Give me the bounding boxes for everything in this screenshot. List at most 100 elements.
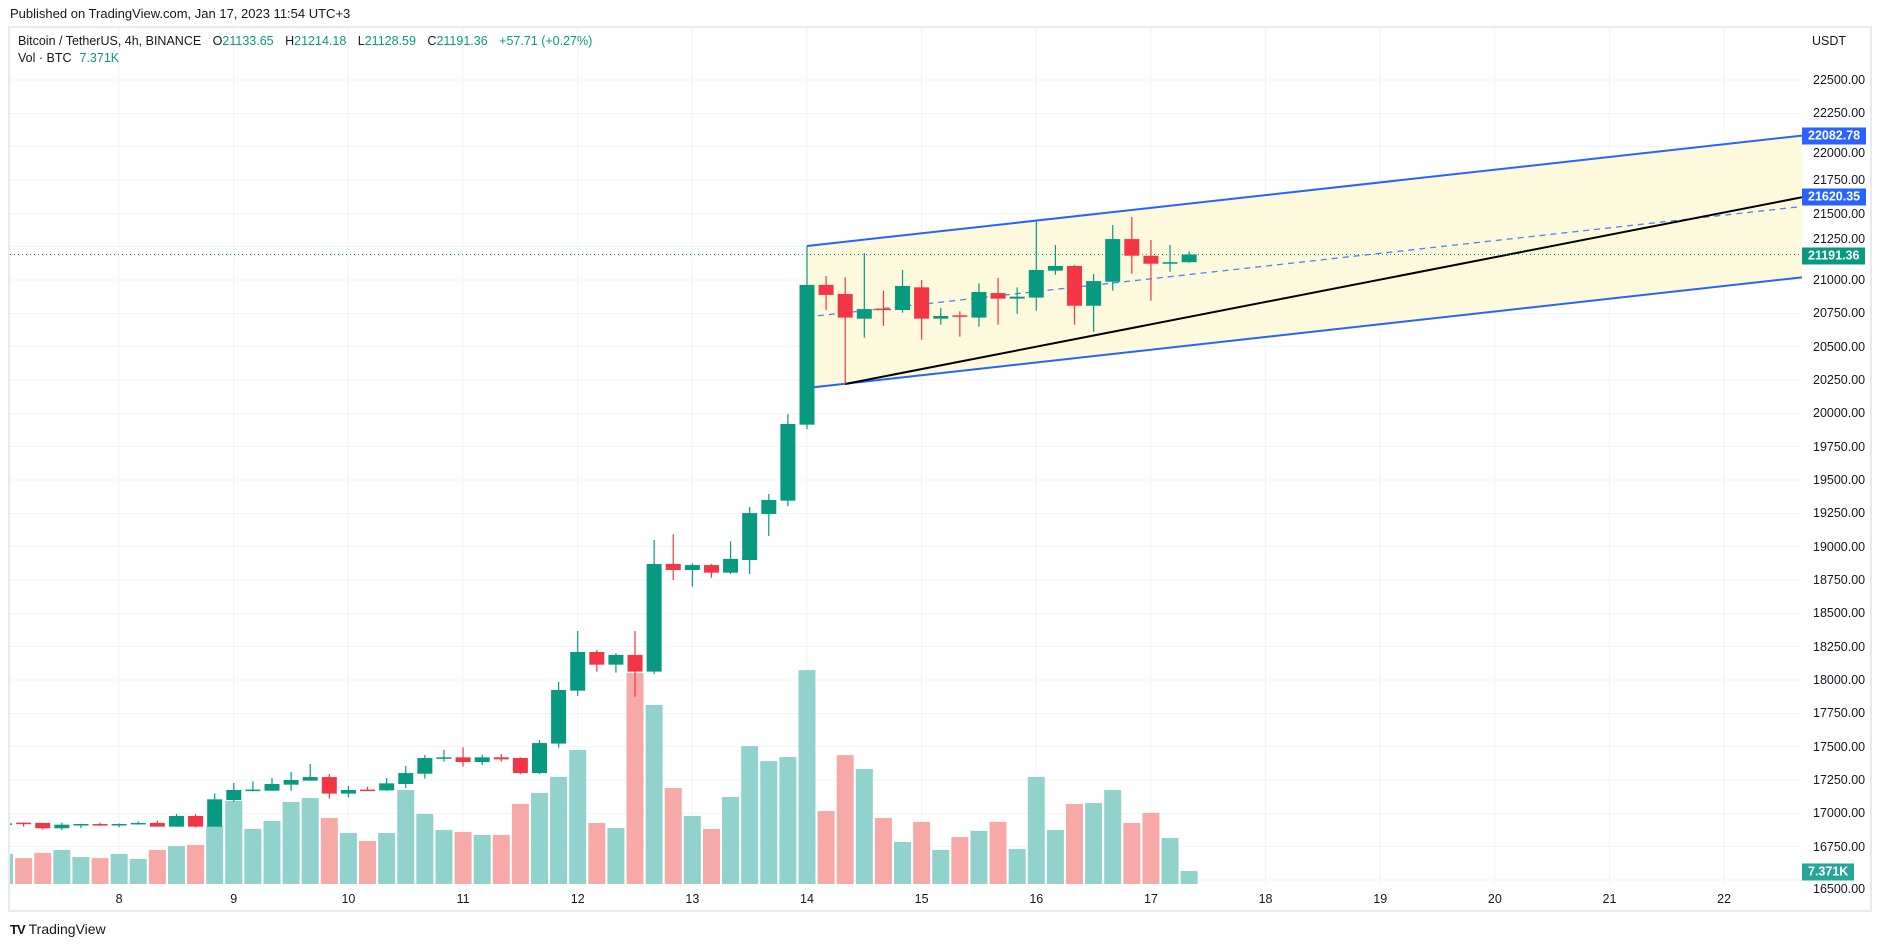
candle	[627, 631, 643, 697]
candle-body	[188, 816, 204, 827]
price-tick-label: 19750.00	[1813, 439, 1866, 454]
volume-bar	[1046, 830, 1064, 884]
candle	[168, 814, 184, 827]
candle-body	[608, 654, 624, 665]
candle-body	[245, 789, 261, 792]
candle	[283, 772, 299, 791]
candle	[551, 682, 567, 748]
candle-body	[111, 824, 127, 826]
price-tick-label: 18000.00	[1813, 673, 1866, 687]
candle-body	[73, 824, 89, 826]
candle-body	[1143, 255, 1159, 264]
date-tick-label: 18	[1258, 892, 1273, 906]
low-value: 21128.59	[364, 34, 416, 48]
upper-channel-price-badge: 22082.78	[1802, 127, 1867, 145]
candle-body	[360, 789, 376, 792]
candle	[417, 755, 433, 779]
volume-bar	[454, 831, 472, 884]
volume-bar	[416, 813, 434, 884]
volume-bar	[569, 749, 587, 884]
volume-bar	[645, 704, 663, 884]
volume-series	[10, 670, 1198, 884]
candle	[742, 507, 758, 574]
candle	[512, 757, 528, 774]
candle-body	[321, 777, 337, 794]
volume-bar	[34, 852, 52, 884]
candle	[1162, 245, 1178, 272]
candle	[73, 823, 89, 828]
candle-body	[723, 558, 739, 573]
candle-body	[990, 293, 1006, 299]
date-tick-label: 9	[230, 892, 238, 906]
candle	[35, 822, 51, 830]
candle-body	[54, 824, 70, 829]
candle	[914, 280, 930, 340]
volume-bar	[760, 761, 778, 884]
candle-body	[1181, 254, 1197, 263]
volume-bar	[932, 849, 950, 884]
candle	[130, 821, 146, 825]
candle-body	[818, 284, 834, 295]
candle-body	[1105, 239, 1121, 282]
candle	[207, 793, 223, 827]
date-tick-label: 16	[1029, 892, 1044, 906]
candle-body	[379, 783, 395, 791]
grid	[10, 28, 1802, 884]
volume-bar	[588, 822, 606, 884]
candle-body	[551, 690, 567, 744]
drawings[interactable]	[10, 134, 1802, 389]
candle-body	[1047, 266, 1063, 271]
price-tick-label: 21000.00	[1813, 273, 1866, 287]
candle	[92, 822, 108, 826]
volume-bar	[664, 788, 682, 884]
price-tick-label: 19000.00	[1813, 539, 1866, 554]
volume-bar	[492, 834, 510, 884]
volume-bar	[722, 797, 740, 884]
tradingview-logo[interactable]: TV TradingView	[10, 921, 106, 937]
candle-body	[837, 294, 853, 318]
currency-label: USDT	[1812, 34, 1847, 48]
volume-bar	[167, 846, 185, 884]
candle-body	[16, 822, 32, 825]
date-tick-label: 19	[1373, 892, 1388, 906]
channel-upper-line	[806, 134, 1802, 247]
volume-bar	[1008, 849, 1026, 884]
volume-bar	[10, 854, 13, 884]
tradingview-logo-icon: TV	[10, 921, 26, 937]
price-tick-label: 22500.00	[1813, 73, 1866, 87]
date-tick-label: 11	[456, 892, 470, 906]
price-tick-label: 17750.00	[1813, 706, 1866, 721]
candle-body	[512, 758, 528, 774]
candle-body	[283, 780, 299, 785]
candle	[971, 283, 987, 327]
volume-bar	[53, 849, 71, 884]
volume-legend: Vol · BTC 7.371K	[18, 51, 127, 66]
volume-bar	[530, 792, 548, 884]
price-tick-label: 18500.00	[1813, 606, 1866, 621]
volume-bar	[378, 833, 396, 884]
close-label: C	[427, 34, 437, 48]
candle-body	[799, 284, 815, 425]
candle-body	[665, 564, 681, 570]
candle	[646, 540, 662, 674]
candle	[570, 631, 586, 696]
candle	[952, 311, 968, 337]
candle	[875, 290, 891, 326]
volume-bar	[1085, 803, 1103, 884]
candle	[531, 740, 547, 774]
symbol-title[interactable]: Bitcoin / TetherUS, 4h, BINANCE	[18, 34, 202, 48]
candle-body	[436, 757, 452, 759]
volume-title[interactable]: Vol · BTC	[18, 51, 72, 65]
close-value: 21191.36	[436, 34, 488, 48]
price-tick-label: 16750.00	[1813, 839, 1866, 854]
volume-bar	[1180, 871, 1198, 884]
volume-bar	[301, 797, 319, 884]
candle	[111, 823, 127, 828]
candle-body	[10, 823, 12, 825]
candle-body	[570, 652, 586, 691]
candle	[1066, 265, 1082, 325]
price-tick-label: 20750.00	[1813, 306, 1866, 321]
volume-bar	[894, 842, 912, 884]
price-tick-label: 19250.00	[1813, 506, 1866, 521]
